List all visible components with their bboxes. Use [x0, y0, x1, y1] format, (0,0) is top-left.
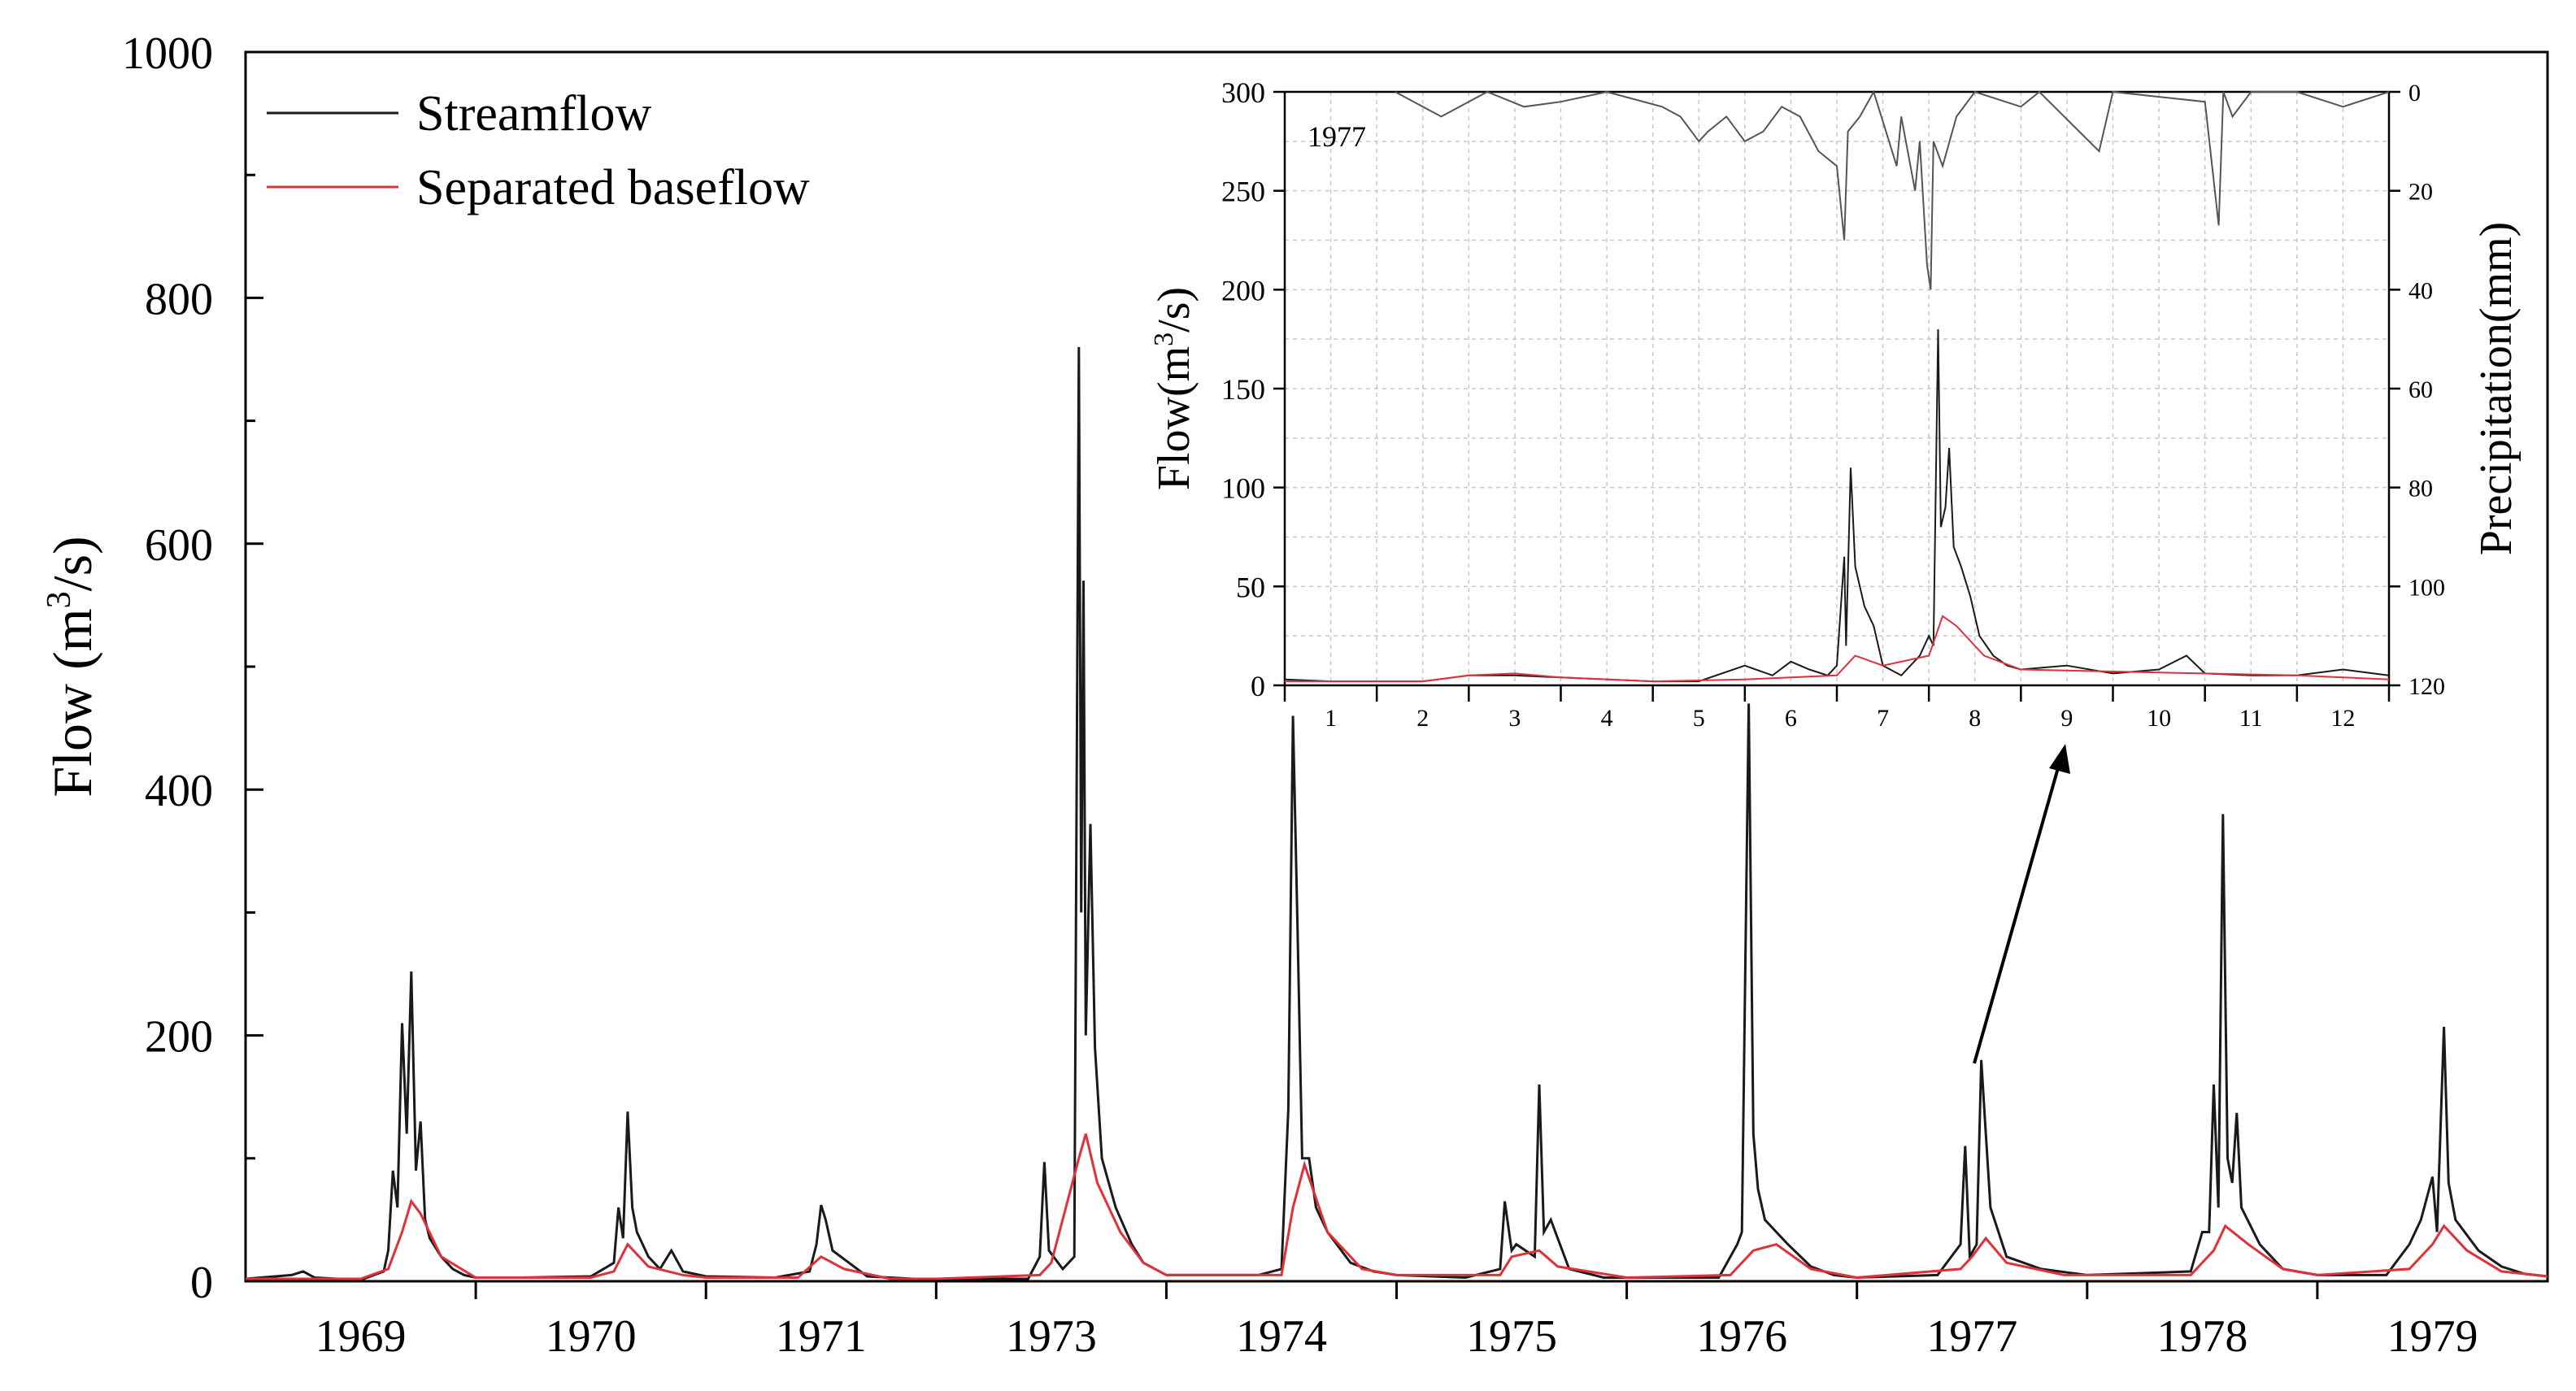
inset-precipitation-line [1395, 89, 2390, 290]
inset-right-y-tick-label: 80 [2408, 476, 2433, 502]
inset-y-tick-label: 300 [1221, 76, 1265, 109]
inset-month-label: 4 [1601, 705, 1613, 732]
main-baseflow-line [246, 1133, 2548, 1280]
inset-right-y-ticks: 0 20 40 60 80 100 120 [2389, 80, 2445, 700]
legend-baseflow-label: Separated baseflow [416, 160, 810, 215]
legend: Streamflow Separated baseflow [267, 86, 810, 215]
inset-right-y-tick-label: 60 [2408, 376, 2433, 403]
main-year-label: 1970 [546, 1311, 637, 1362]
main-y-tick-label: 800 [145, 274, 213, 324]
inset-y-tick-label: 50 [1236, 571, 1265, 603]
inset-left-y-axis-label: Flow(m3/s) [1149, 287, 1199, 490]
legend-streamflow-label: Streamflow [416, 86, 651, 141]
main-year-label: 1977 [1926, 1311, 2017, 1362]
inset-right-y-tick-label: 40 [2408, 277, 2433, 304]
inset-month-label: 6 [1785, 705, 1797, 732]
inset-y-tick-label: 200 [1221, 274, 1265, 306]
main-year-label: 1975 [1466, 1311, 1557, 1362]
inset-y-tick-label: 150 [1221, 373, 1265, 406]
inset-month-label: 9 [2060, 705, 2073, 732]
main-year-label: 1978 [2156, 1311, 2247, 1362]
inset-month-label: 5 [1693, 705, 1705, 732]
main-y-tick-label: 0 [190, 1258, 213, 1308]
inset-month-label: 12 [2330, 705, 2355, 732]
inset-grid [1285, 92, 2389, 685]
main-y-tick-label: 600 [145, 520, 213, 571]
inset-left-y-ticks: 0 50 100 150 200 250 300 [1221, 76, 1285, 702]
inset-right-y-tick-label: 100 [2408, 574, 2445, 601]
inset-year-label: 1977 [1308, 120, 1366, 153]
main-y-tick-label: 1000 [122, 28, 213, 79]
main-year-label: 1971 [776, 1311, 867, 1362]
inset-month-ticks: 1 2 3 4 5 6 7 8 9 10 11 12 [1283, 685, 2391, 732]
inset-y-tick-label: 250 [1221, 176, 1265, 208]
inset-baseflow-line [1285, 615, 2390, 683]
main-year-label: 1979 [2387, 1311, 2478, 1362]
inset-pointer-arrow [1973, 744, 2070, 1064]
inset-month-label: 8 [1969, 705, 1981, 732]
main-year-label: 1976 [1696, 1311, 1787, 1362]
inset-right-y-axis-label: Precipitation(mm) [2471, 222, 2522, 556]
main-y-ticks: 0 200 400 600 800 1000 [122, 28, 263, 1308]
main-year-label: 1969 [315, 1311, 407, 1362]
main-x-ticks: 1969 1970 1971 1973 1974 1975 1976 1977 1978 1979 [315, 1281, 2478, 1362]
main-y-tick-label: 400 [145, 766, 213, 816]
inset-right-y-tick-label: 20 [2408, 179, 2433, 206]
inset-month-label: 11 [2239, 705, 2263, 732]
inset-month-label: 2 [1416, 705, 1429, 732]
inset-y-tick-label: 0 [1251, 670, 1265, 702]
inset-month-label: 3 [1508, 705, 1521, 732]
main-year-label: 1973 [1006, 1311, 1097, 1362]
inset-month-label: 7 [1877, 705, 1889, 732]
inset-month-label: 10 [2147, 705, 2171, 732]
inset-month-label: 1 [1325, 705, 1337, 732]
inset-y-tick-label: 100 [1221, 472, 1265, 505]
main-year-label: 1974 [1236, 1311, 1327, 1362]
inset-right-y-tick-label: 120 [2408, 673, 2445, 700]
main-streamflow-line [245, 346, 2548, 1282]
main-y-axis-label: Flow (m3/s) [41, 536, 103, 797]
inset-right-y-tick-label: 0 [2408, 80, 2421, 106]
main-y-tick-label: 200 [145, 1012, 213, 1063]
